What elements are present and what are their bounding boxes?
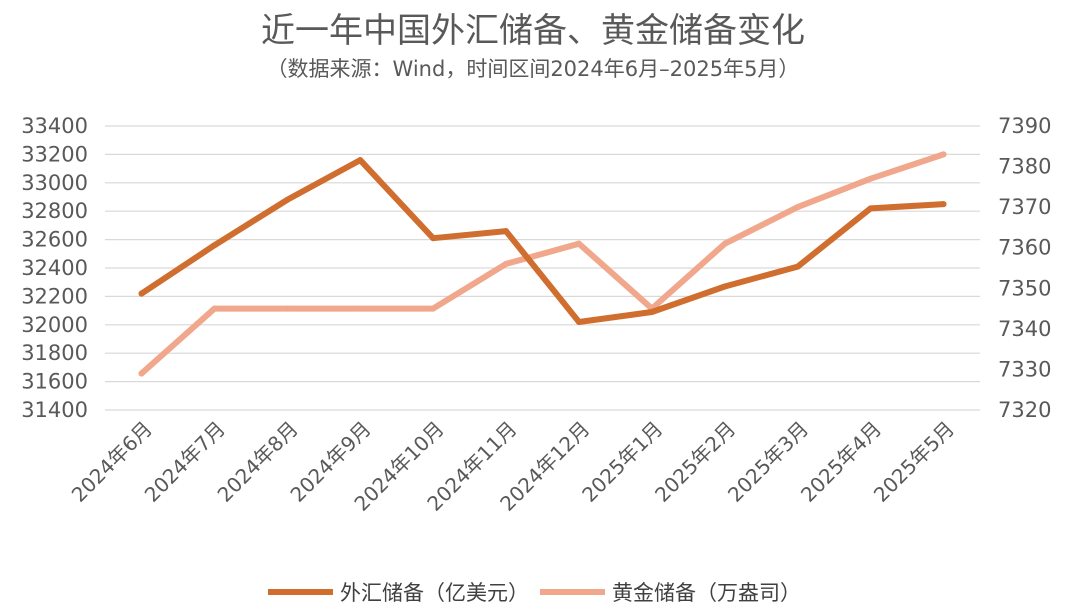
legend-label-gold: 黄金储备（万盎司）	[612, 581, 801, 605]
series-line-forex	[138, 157, 947, 325]
right-tick-label: 7390	[998, 114, 1051, 138]
gold-point	[575, 240, 582, 247]
right-tick-label: 7320	[998, 398, 1051, 422]
series-line-gold	[138, 151, 947, 377]
gold-point	[430, 305, 437, 312]
legend-label-forex: 外汇储备（亿美元）	[340, 581, 529, 605]
forex-point	[503, 228, 510, 235]
left-tick-label: 32600	[21, 228, 88, 252]
gold-point	[503, 260, 510, 267]
gold-point	[721, 240, 728, 247]
series-lines	[138, 151, 947, 377]
forex-point	[284, 196, 291, 203]
legend: 外汇储备（亿美元） 黄金储备（万盎司）	[268, 581, 801, 605]
right-tick-label: 7380	[998, 155, 1051, 179]
left-tick-label: 31800	[21, 341, 88, 365]
forex-point	[357, 157, 364, 164]
forex-point	[575, 318, 582, 325]
left-y-axis: 33400 33200 33000 32800 32600 32400 32200 32000…	[21, 114, 88, 422]
forex-point	[211, 242, 218, 249]
gold-point	[867, 175, 874, 182]
left-tick-label: 32000	[21, 313, 88, 337]
forex-point	[867, 205, 874, 212]
forex-point	[940, 201, 947, 208]
x-axis: 2024年6月2024年7月2024年8月2024年9月2024年10月2024…	[67, 417, 959, 516]
gold-point	[211, 305, 218, 312]
gold-point	[284, 305, 291, 312]
left-tick-label: 32400	[21, 256, 88, 280]
right-y-axis: 7390 7380 7370 7360 7350 7340 7330 7320	[998, 114, 1051, 422]
left-tick-label: 31600	[21, 370, 88, 394]
left-tick-label: 33000	[21, 171, 88, 195]
forex-point	[721, 283, 728, 290]
gridlines	[105, 125, 980, 411]
left-tick-label: 31400	[21, 398, 88, 422]
forex-point	[138, 290, 145, 297]
right-tick-label: 7370	[998, 195, 1051, 219]
chart-subtitle: （数据来源：Wind，时间区间2024年6月–2025年5月）	[267, 57, 800, 81]
forex-point	[794, 263, 801, 270]
left-tick-label: 32200	[21, 284, 88, 308]
left-tick-label: 33400	[21, 114, 88, 138]
gold-point	[138, 370, 145, 377]
left-tick-label: 32800	[21, 199, 88, 223]
forex-point	[430, 235, 437, 242]
gold-point	[794, 204, 801, 211]
forex-point	[648, 309, 655, 316]
gold-point	[940, 151, 947, 158]
right-tick-label: 7350	[998, 276, 1051, 300]
right-tick-label: 7330	[998, 357, 1051, 381]
left-tick-label: 33200	[21, 142, 88, 166]
chart-title: 近一年中国外汇储备、黄金储备变化	[261, 11, 805, 51]
right-tick-label: 7340	[998, 317, 1051, 341]
gold-point	[357, 305, 364, 312]
right-tick-label: 7360	[998, 236, 1051, 260]
